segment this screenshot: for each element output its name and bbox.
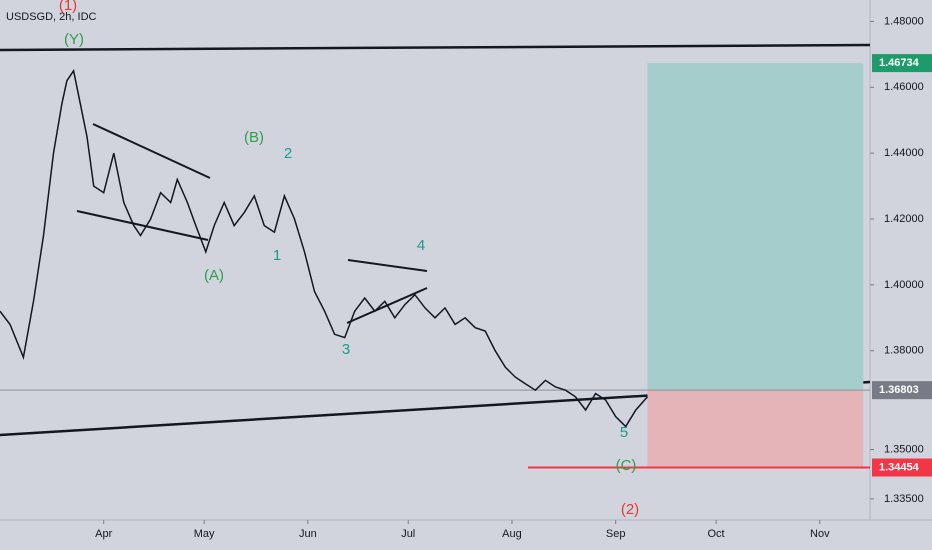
price-tag-label: 1.46734	[879, 57, 920, 69]
x-tick-label: Oct	[708, 528, 725, 540]
wave-label: 3	[342, 341, 350, 358]
price-tag-label: 1.36803	[879, 384, 919, 396]
wave-label: 2	[284, 145, 292, 162]
price-tag	[872, 54, 932, 73]
x-tick-label: May	[194, 528, 215, 540]
x-tick-label: Nov	[810, 528, 830, 540]
price-tag	[872, 381, 932, 400]
trend-line	[0, 43, 871, 52]
x-tick-label: Sep	[606, 528, 626, 540]
wedge-line	[92, 123, 211, 179]
triangle-line	[347, 259, 428, 272]
wave-label: (C)	[616, 457, 637, 474]
wave-label: (2)	[621, 501, 639, 518]
x-tick-label: Apr	[95, 528, 112, 540]
x-tick-label: Jul	[401, 528, 415, 540]
y-tick-label: 1.48000	[884, 15, 924, 27]
price-tag-label: 1.34454	[879, 461, 920, 473]
wave-label: (Y)	[64, 31, 84, 48]
wave-label: 5	[620, 424, 628, 441]
wedge-line	[76, 210, 209, 241]
y-tick-label: 1.44000	[884, 147, 924, 159]
wave-label: (A)	[204, 267, 224, 284]
chart-title: USDSGD, 2h, IDC	[6, 11, 97, 23]
price-tag	[872, 458, 932, 477]
y-tick-label: 1.35000	[884, 443, 924, 455]
y-tick-label: 1.40000	[884, 279, 924, 291]
wave-label: 1	[273, 247, 281, 264]
profit-zone	[647, 63, 864, 391]
y-tick-label: 1.33500	[884, 493, 924, 505]
y-tick-label: 1.38000	[884, 345, 924, 357]
wave-label: (B)	[244, 129, 264, 146]
x-tick-label: Jun	[299, 528, 317, 540]
y-tick-label: 1.46000	[884, 81, 924, 93]
x-tick-label: Aug	[502, 528, 522, 540]
price-line	[0, 68, 649, 428]
loss-zone	[647, 390, 864, 468]
wave-label: (1)	[59, 0, 77, 14]
wave-label: 4	[417, 237, 425, 254]
y-tick-label: 1.42000	[884, 213, 924, 225]
